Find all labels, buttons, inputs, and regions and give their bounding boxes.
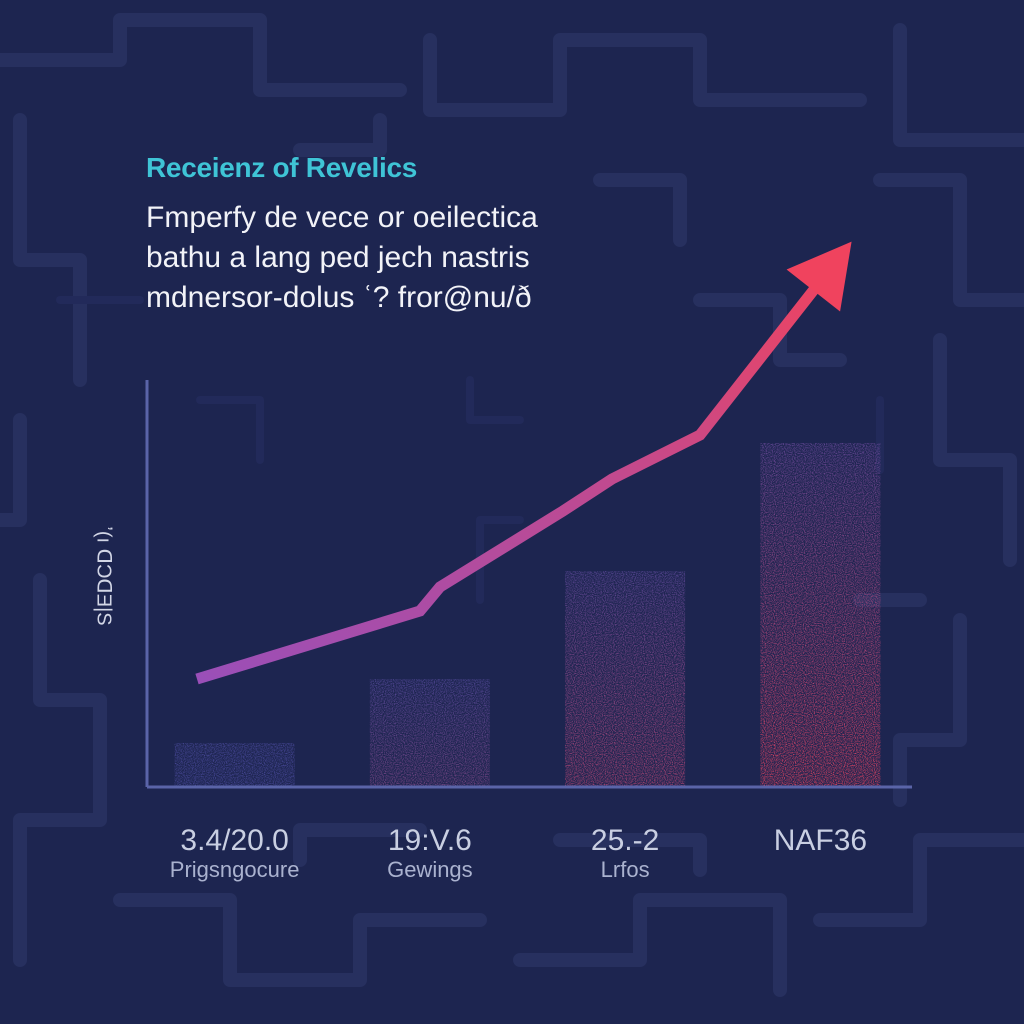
chart-subtitle: Fmperfy de vece or oeilectica bathu a la… <box>146 198 538 318</box>
tick-label-1: Prigsngocure <box>170 857 300 882</box>
bar-1 <box>174 743 295 787</box>
subtitle-line-1: Fmperfy de vece or oeilectica <box>146 201 538 234</box>
trend-line <box>195 255 843 685</box>
tick-value-4: NAF36 <box>774 824 867 857</box>
bar-2 <box>369 679 490 787</box>
tick-value-3: 25.-2 <box>591 824 659 857</box>
chart-title: Receienz of Revelics <box>146 152 418 183</box>
tick-label-3: Lrfos <box>601 857 650 882</box>
tick-value-1: 3.4/20.0 <box>180 824 288 857</box>
subtitle-line-3: mdnersor-dolus ʿ? fror@nu/ð <box>146 281 532 314</box>
subtitle-line-2: bathu a lang ped jech nastris <box>146 241 530 274</box>
trend-arrowhead <box>786 241 852 312</box>
tick-value-2: 19:V.6 <box>388 824 472 857</box>
bar-4 <box>760 443 881 787</box>
tick-label-2: Gewings <box>387 857 473 882</box>
bar-3 <box>565 571 686 787</box>
